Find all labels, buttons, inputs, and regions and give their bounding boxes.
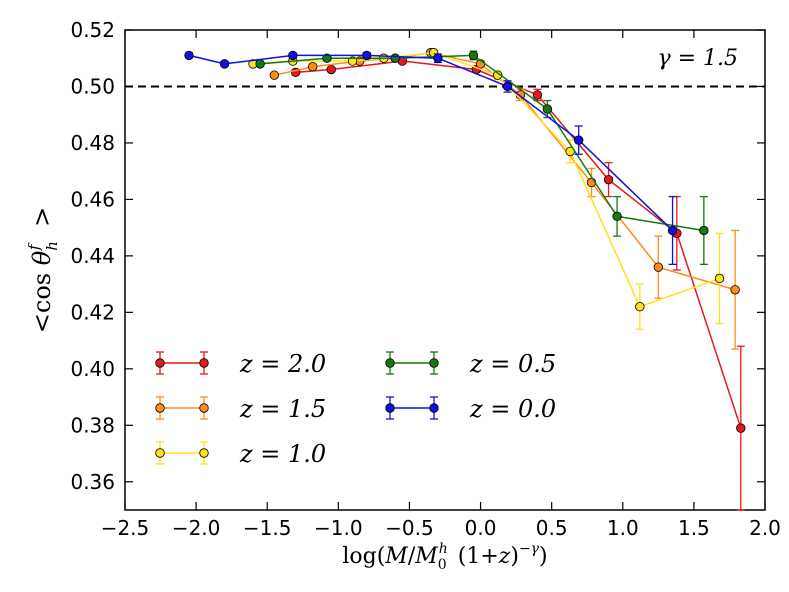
- series-z1.5: [269, 47, 740, 350]
- legend-marker: [155, 403, 165, 413]
- series-line: [260, 54, 704, 232]
- xlabel-m0: M: [414, 544, 438, 569]
- data-point: [269, 70, 280, 80]
- data-point: [612, 211, 622, 222]
- ylabel-gt: >: [28, 207, 56, 235]
- y-tick-label: 0.50: [70, 74, 115, 98]
- xlabel-m: M: [384, 544, 408, 569]
- legend-marker: [155, 448, 165, 458]
- series-z1.0: [248, 47, 725, 330]
- gamma-annotation: γ = 1.5: [657, 46, 738, 71]
- data-point: [390, 53, 400, 63]
- y-tick-label: 0.46: [70, 187, 115, 211]
- axis-ticks: −2.5 −2.0 −1.5 −1.0 −0.5 0.0 0.5 1.0 1.5 2.0 0.36 0…: [70, 18, 780, 540]
- x-tick-label: 1.0: [607, 516, 639, 540]
- legend-label: z = 1.0: [239, 440, 326, 468]
- legend-marker: [385, 358, 395, 368]
- data-point: [635, 302, 645, 312]
- data-point: [730, 285, 740, 295]
- legend-label: z = 0.0: [469, 395, 556, 423]
- ylabel-theta: θ: [28, 250, 56, 265]
- data-point: [736, 423, 746, 433]
- xlabel-end: ): [539, 544, 548, 569]
- data-point: [219, 59, 230, 69]
- series-z2.0: [290, 56, 746, 511]
- ylabel-lt: <cos: [28, 265, 56, 333]
- x-tick-label: 0.5: [536, 516, 568, 540]
- xlabel-paren: (1+: [458, 544, 499, 569]
- legend-label: z = 1.5: [239, 395, 326, 423]
- ylabel-sup-f: f: [25, 242, 43, 251]
- series-line: [188, 54, 674, 232]
- legend-entry: z = 2.0: [155, 350, 326, 378]
- y-tick-label: 0.48: [70, 131, 115, 155]
- plot-frame: [124, 29, 766, 511]
- data-point: [326, 64, 336, 75]
- data-point: [362, 50, 372, 61]
- x-tick-label: −2.0: [172, 516, 221, 540]
- y-tick-label: 0.42: [70, 300, 115, 324]
- series-line: [252, 51, 720, 308]
- y-axis-label: <cos θhf >: [25, 207, 61, 333]
- data-point: [468, 50, 479, 61]
- data-point: [653, 262, 664, 272]
- legend: z = 2.0 z = 1.5 z = 1.0 z = 0.5 z = 0.0: [155, 350, 556, 468]
- legend-marker: [385, 403, 395, 413]
- data-point: [502, 81, 513, 92]
- x-tick-label: 1.5: [678, 516, 710, 540]
- legend-entry: z = 1.0: [155, 440, 326, 468]
- y-tick-label: 0.36: [70, 470, 115, 494]
- legend-entry: z = 1.5: [155, 395, 326, 423]
- y-tick-label: 0.40: [70, 357, 115, 381]
- x-tick-label: 2.0: [749, 516, 781, 540]
- x-tick-label: 0.0: [465, 516, 497, 540]
- series-z0.5: [255, 50, 709, 266]
- x-tick-label: −1.5: [243, 516, 292, 540]
- x-axis-label: log(M/M0h (1+z)−γ): [342, 541, 547, 573]
- legend-entry: z = 0.0: [385, 395, 556, 423]
- data-point: [433, 53, 443, 63]
- legend-marker: [429, 403, 439, 413]
- data-point: [255, 59, 265, 69]
- data-point: [714, 273, 725, 284]
- y-tick-label: 0.52: [70, 18, 115, 42]
- x-tick-label: −1.0: [314, 516, 363, 540]
- legend-marker: [155, 358, 165, 368]
- legend-label: z = 2.0: [239, 350, 326, 378]
- xlabel-sup-gamma: −γ: [519, 541, 540, 557]
- xlabel-log: log(: [342, 544, 385, 569]
- data-point: [308, 62, 318, 72]
- x-tick-label: −2.5: [101, 516, 150, 540]
- legend-marker: [199, 358, 209, 368]
- legend-marker: [199, 448, 209, 458]
- data-point: [573, 135, 584, 145]
- xlabel-sup-h: h: [439, 541, 448, 557]
- data-point: [532, 90, 543, 100]
- legend-marker: [199, 403, 209, 413]
- series-layer: [184, 47, 746, 511]
- legend-marker: [429, 358, 439, 368]
- xlabel-sub-0: 0: [438, 557, 447, 573]
- data-point: [184, 50, 194, 61]
- series-z0.0: [184, 50, 678, 266]
- data-point: [603, 174, 614, 185]
- xlabel-z: z: [498, 544, 511, 569]
- series-line: [274, 51, 736, 291]
- data-point: [667, 225, 678, 236]
- ylabel-sub-h: h: [43, 241, 61, 251]
- data-point: [699, 225, 709, 236]
- xlabel-slash: /: [408, 544, 416, 569]
- y-tick-label: 0.44: [70, 244, 115, 268]
- legend-entry: z = 0.5: [385, 350, 556, 378]
- y-tick-label: 0.38: [70, 413, 115, 437]
- data-point: [542, 104, 553, 114]
- x-tick-label: −0.5: [385, 516, 434, 540]
- data-point: [288, 50, 298, 61]
- legend-label: z = 0.5: [469, 350, 556, 378]
- xlabel-close: ): [510, 544, 519, 569]
- y-axis-label-group: <cos θhf >: [25, 207, 61, 333]
